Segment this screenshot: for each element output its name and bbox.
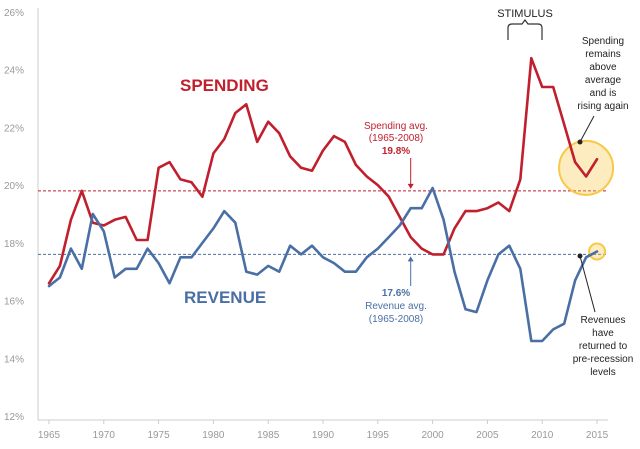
revenue-note-line: returned to <box>579 341 628 352</box>
y-tick-label: 14% <box>4 354 24 365</box>
stimulus-bracket <box>507 19 543 40</box>
revenue-note-line: Revenues <box>580 315 625 326</box>
revenue-note-line: levels <box>590 367 616 378</box>
x-tick-label: 2015 <box>586 430 609 441</box>
y-tick-label: 22% <box>4 123 24 134</box>
revenue-avg-label: Revenue avg. <box>365 301 427 312</box>
x-tick-label: 2000 <box>421 430 444 441</box>
x-tick-label: 1990 <box>312 430 335 441</box>
x-tick-label: 1965 <box>38 430 61 441</box>
spending-note-line: remains <box>585 49 621 60</box>
spending-note: Spending remains above average and is ri… <box>577 36 628 112</box>
spending-series-line <box>47 56 599 285</box>
y-tick-label: 20% <box>4 181 24 192</box>
annotations: SPENDING REVENUE Spending avg. (1965-200… <box>180 8 633 378</box>
reference-lines <box>38 190 608 255</box>
highlight-circles <box>558 139 615 261</box>
x-tick-label: 1975 <box>147 430 170 441</box>
revenue-avg-value: 17.6% <box>382 288 410 299</box>
spending-avg-value: 19.8% <box>382 146 410 157</box>
spending-note-line: average <box>585 75 622 86</box>
x-tick-label: 1970 <box>93 430 116 441</box>
series-lines <box>47 56 599 343</box>
revenue-note-line: pre-recession <box>573 354 634 365</box>
revenue-avg-period: (1965-2008) <box>369 314 423 325</box>
revenue-series-line <box>47 186 599 343</box>
spending-highlight-circle <box>558 139 615 196</box>
y-tick-label: 18% <box>4 239 24 250</box>
x-tick-label: 1995 <box>367 430 390 441</box>
revenue-note: Revenues have returned to pre-recession … <box>573 315 634 378</box>
x-tick-label: 2005 <box>476 430 499 441</box>
revenue-series-label: REVENUE <box>184 288 266 307</box>
spending-avg-period: (1965-2008) <box>369 133 423 144</box>
revenue-note-line: have <box>592 328 614 339</box>
y-tick-label: 26% <box>4 8 24 19</box>
spending-note-line: above <box>589 62 617 73</box>
revenue-note-pointer-dot <box>577 253 583 259</box>
x-tick-label: 1985 <box>257 430 280 441</box>
spending-avg-arrowhead <box>407 183 414 189</box>
spending-note-pointer-dot <box>577 139 583 145</box>
x-tick-label: 1980 <box>202 430 225 441</box>
revenue-note-pointer <box>579 255 596 313</box>
spending-note-line: rising again <box>577 101 628 112</box>
spending-avg-label: Spending avg. <box>364 121 428 132</box>
axes: 12% 14% 16% 18% 20% 22% 24% 26% 1965 1970 1975 1980… <box>4 8 609 441</box>
stimulus-label: STIMULUS <box>497 8 553 20</box>
spending-note-line: and is <box>590 88 617 99</box>
y-tick-label: 12% <box>4 412 24 423</box>
y-tick-label: 24% <box>4 66 24 77</box>
revenue-avg-arrowhead <box>407 256 414 262</box>
x-tick-label: 2010 <box>531 430 554 441</box>
spending-note-line: Spending <box>582 36 624 47</box>
spending-note-pointer <box>579 115 595 143</box>
y-tick-label: 16% <box>4 297 24 308</box>
spending-series-label: SPENDING <box>180 76 269 95</box>
